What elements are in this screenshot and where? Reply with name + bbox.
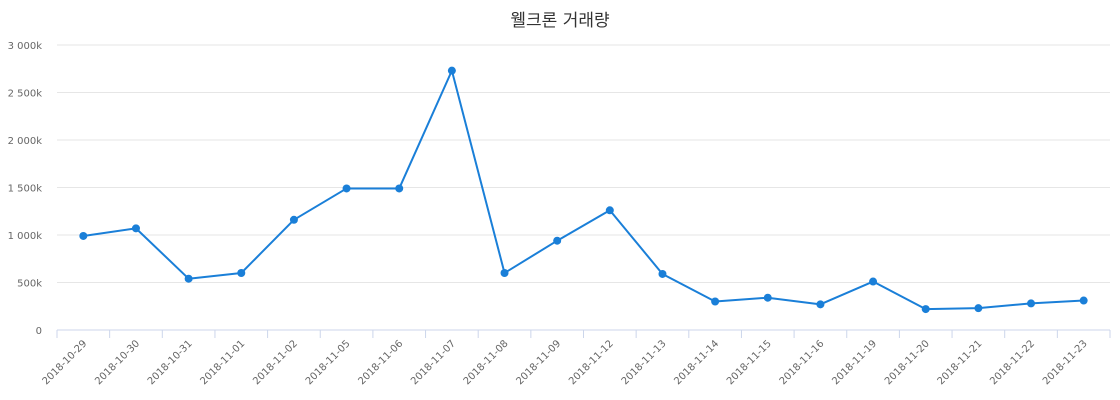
data-point	[1079, 296, 1088, 305]
x-tick-label: 2018-11-19	[830, 338, 879, 387]
x-tick-label: 2018-11-05	[304, 338, 353, 387]
x-tick-label: 2018-11-07	[409, 338, 458, 387]
y-tick-label: 3 000k	[8, 41, 43, 52]
data-point	[553, 236, 562, 245]
data-point	[658, 269, 667, 278]
x-tick-label: 2018-11-06	[356, 338, 405, 387]
y-tick-label: 2 000k	[8, 136, 43, 147]
x-tick-label: 2018-11-21	[936, 338, 985, 387]
data-point	[237, 269, 246, 277]
x-tick-label: 2018-11-02	[251, 338, 300, 387]
data-point	[395, 184, 404, 193]
x-tick-label: 2018-11-01	[199, 338, 248, 387]
data-point	[711, 297, 720, 306]
data-point	[605, 206, 614, 215]
x-tick-label: 2018-11-09	[514, 338, 563, 387]
x-tick-label: 2018-11-12	[567, 338, 616, 387]
y-tick-label: 500k	[17, 279, 42, 290]
x-tick-label: 2018-11-13	[620, 338, 669, 387]
x-tick-label: 2018-10-30	[93, 338, 142, 387]
data-point	[289, 215, 298, 224]
x-tick-label: 2018-11-20	[883, 338, 932, 387]
data-point	[763, 293, 772, 302]
data-point	[447, 66, 456, 75]
data-point	[500, 269, 509, 277]
chart-title: 웰크론 거래량	[510, 11, 610, 31]
data-point	[869, 277, 878, 286]
data-point	[131, 224, 140, 233]
series-line	[83, 69, 1084, 311]
x-tick-label: 2018-11-16	[778, 338, 827, 387]
x-tick-label: 2018-10-29	[41, 338, 90, 387]
data-point	[1027, 299, 1036, 308]
data-point	[79, 231, 88, 240]
data-point	[342, 184, 351, 193]
x-tick-label: 2018-10-31	[146, 338, 195, 387]
y-tick-label: 0	[36, 326, 42, 337]
data-point	[184, 274, 193, 283]
data-point	[974, 304, 983, 313]
data-point	[921, 305, 930, 314]
y-tick-label: 1 000k	[8, 231, 43, 242]
x-tick-label: 2018-11-15	[725, 338, 774, 387]
x-tick-label: 2018-11-14	[672, 338, 721, 387]
data-point	[816, 300, 825, 309]
x-tick-label: 2018-11-23	[1041, 338, 1090, 387]
x-tick-label: 2018-11-08	[462, 338, 511, 387]
x-tick-label: 2018-11-22	[988, 338, 1037, 387]
y-tick-label: 2 500k	[8, 89, 43, 100]
y-tick-label: 1 500k	[8, 184, 43, 195]
